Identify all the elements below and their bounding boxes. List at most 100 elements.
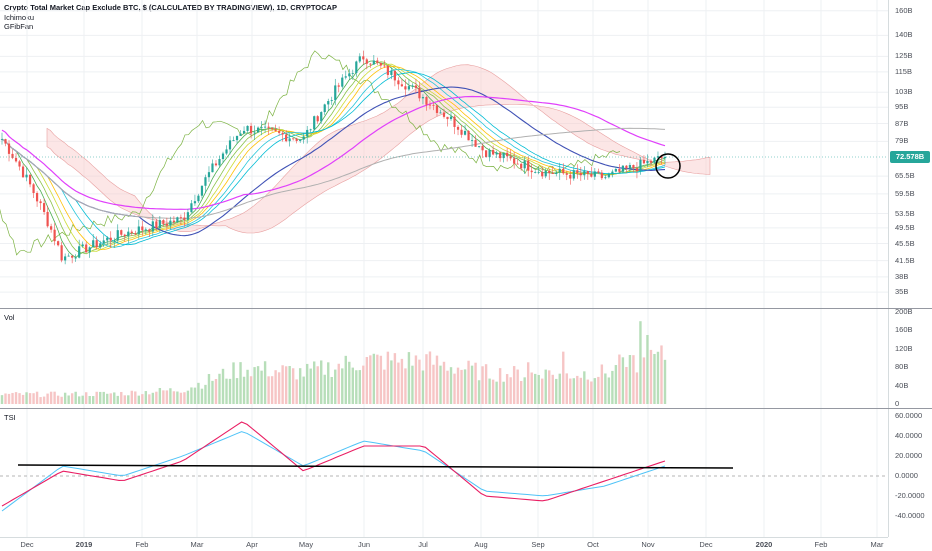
candle-body [365,59,368,64]
candle-body [660,156,663,159]
candle-body [288,138,291,142]
volume-bar [183,392,186,404]
candle-body [179,217,183,219]
volume-bar [56,395,60,404]
chart-title: Crypto Total Market Cap Exclude BTC, $ (… [4,3,337,12]
volume-tick-label: 200B [895,307,913,316]
candle-body [256,127,260,133]
ma-gray-line [1,127,666,219]
candle-body [565,173,568,175]
candle-body [393,70,396,81]
tsi-tick-label: 60.0000 [895,410,923,420]
volume-bar [218,373,221,404]
candle-body [642,159,646,164]
volume-chart[interactable] [0,309,888,408]
volume-bar [614,365,618,404]
candle-body [499,152,502,159]
candle-body [583,171,586,176]
candle-body [25,174,28,178]
x-tick-label: Dec [20,540,34,549]
volume-bar [386,351,390,404]
candle-body [60,245,63,261]
volume-bar [449,367,453,404]
candle-body [425,97,428,105]
volume-bar [277,372,281,404]
volume-pane[interactable] [0,309,888,408]
candle-body [42,203,46,212]
candle-body [562,168,565,174]
candle-body [127,231,130,237]
x-tick-label: Mar [870,540,884,549]
x-tick-label: Sep [531,540,545,549]
candle-body [137,226,140,235]
volume-bar [625,366,628,404]
candle-body [113,240,116,242]
x-tick-label: Apr [246,540,258,549]
price-chart[interactable] [0,0,888,308]
candle-body [320,112,323,122]
volume-bar [548,370,551,404]
volume-tick-label: 40B [895,380,909,390]
x-tick-label: Feb [135,540,149,549]
candle-body [544,170,547,177]
candle-body [190,203,193,213]
tsi-chart[interactable] [0,409,888,537]
candle-body [74,257,77,259]
volume-bar [155,391,158,404]
candle-body [151,221,154,232]
volume-bar [313,361,316,404]
volume-bar [60,396,63,404]
candle-body [158,220,161,229]
volume-bar [165,390,169,404]
indicator-ichimoku[interactable]: Ichimoku [4,12,35,22]
candle-body [474,140,477,147]
pane-divider[interactable] [0,308,932,309]
volume-bar [470,365,474,404]
volume-bar [88,396,91,404]
volume-bar [344,355,347,404]
candle-body [109,237,112,241]
ichimoku-lagging-span [0,50,621,256]
volume-bar [42,396,46,404]
price-pane[interactable] [0,0,888,308]
volume-bar [190,387,193,404]
volume-bar [309,368,312,404]
pane-divider[interactable] [0,408,932,409]
ichimoku-cloud [46,64,711,234]
candle-body [390,70,393,75]
x-tick-label: Nov [641,540,655,549]
volume-bar [456,367,460,404]
volume-bar [544,369,547,404]
volume-bar [74,391,77,404]
candle-body [470,140,474,141]
volume-bar [179,392,183,404]
x-tick-label: Dec [699,540,713,549]
price-axis[interactable]: 160B 140B 125B 115B 103B 95B 87B 79B 65.5B 59.5B 5… [888,0,932,308]
tsi-pane[interactable] [0,409,888,537]
candle-body [130,231,133,234]
volume-bar [63,392,67,404]
volume-axis[interactable]: 200B 160B 120B 80B 40B 0 [888,307,932,408]
ma-ribbon-line [1,69,666,248]
candle-body [569,174,572,179]
volume-bar [512,366,516,404]
tsi-tick-label: 20.0000 [895,451,923,460]
volume-bar [274,370,277,404]
candle-body [239,133,242,136]
tsi-tick-label: 40.0000 [895,431,923,440]
price-tick-label: 125B [895,51,913,61]
tsi-axis[interactable]: 60.0000 40.0000 20.0000 0.0000 -20.0000 -40.0… [888,409,932,537]
volume-bar [25,392,28,404]
volume-bar [109,393,112,404]
indicator-gfibfan[interactable]: GFibFan [4,22,34,31]
time-axis[interactable]: Dec 2019 Feb Mar Apr May Jun Jul Aug Sep Oct Nov Dec… [0,537,888,551]
candle-body [309,129,312,131]
volume-bar [583,371,586,404]
price-tick-label: 87B [895,118,909,128]
candle-body [418,87,421,99]
volume-bar [428,351,432,404]
candle-body [102,240,105,244]
candle-body [21,166,25,178]
volume-bar [18,393,21,404]
volume-bar [327,362,330,404]
